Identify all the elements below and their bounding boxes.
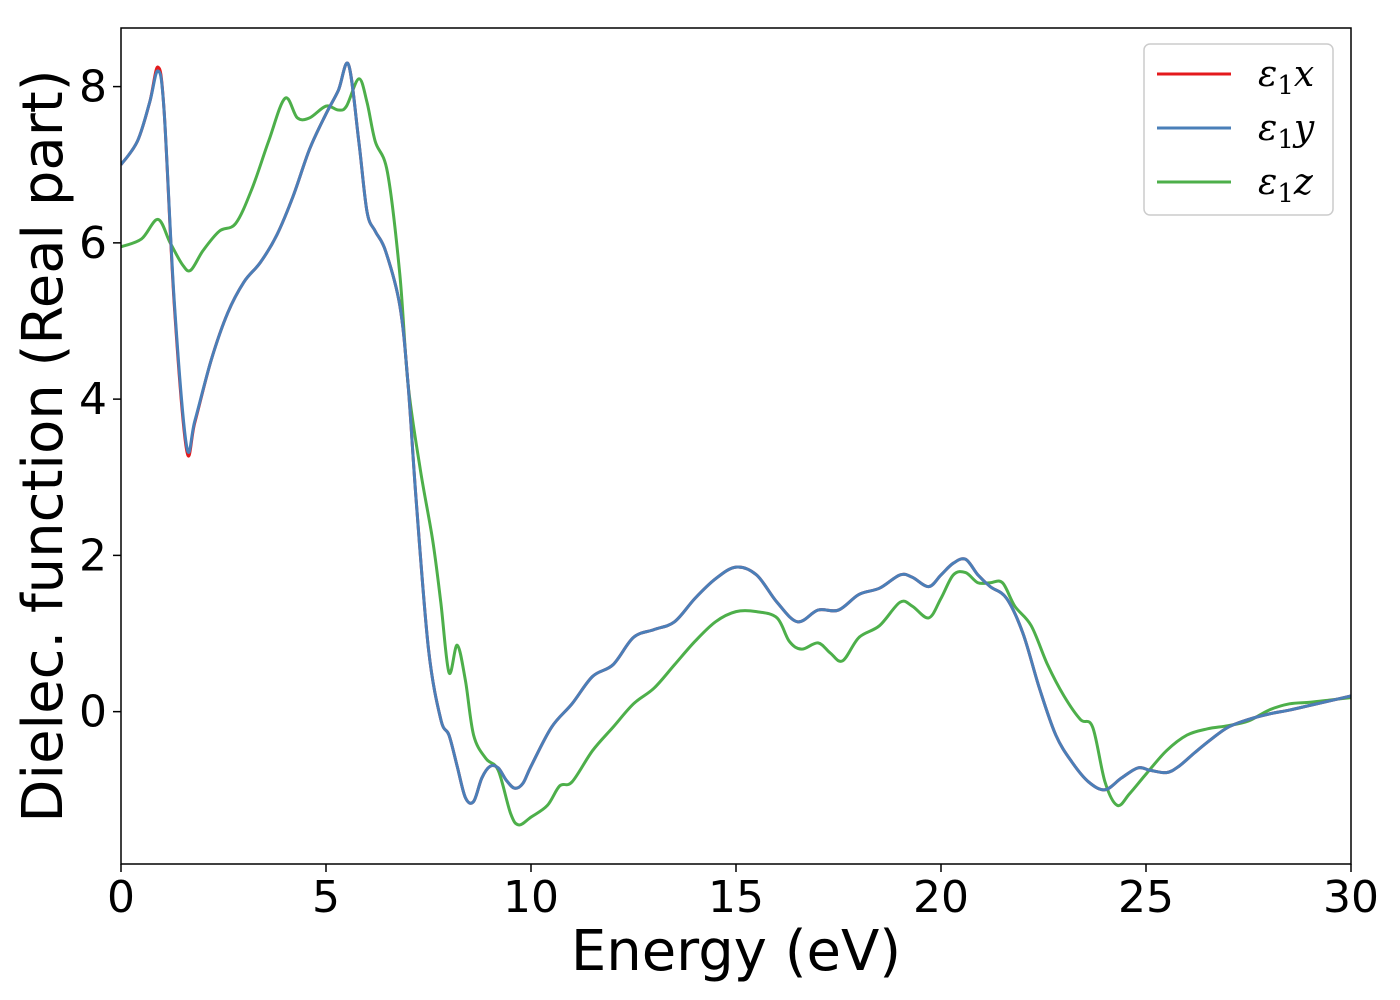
x-axis: 0 5 10 15 20 25 30 — [107, 864, 1379, 923]
legend-label-variable: z — [1293, 162, 1314, 203]
x-tick-label: 5 — [312, 872, 340, 923]
x-tick-label: 15 — [708, 872, 764, 923]
x-tick-label: 20 — [913, 872, 969, 923]
legend-label-subscript: 1 — [1277, 179, 1294, 209]
legend-label-base: ε — [1258, 108, 1277, 149]
legend-label-subscript: 1 — [1277, 71, 1294, 101]
x-axis-label: Energy (eV) — [571, 919, 901, 984]
legend-label-y: ε1y — [1258, 108, 1315, 155]
series-line-z — [121, 77, 1351, 827]
y-axis-label: Dielec. function (Real part) — [11, 69, 76, 822]
y-tick-label: 4 — [79, 374, 107, 425]
y-tick-label: 0 — [79, 687, 107, 738]
y-axis: 0 2 4 6 8 — [79, 62, 121, 738]
x-tick-label: 30 — [1323, 872, 1379, 923]
legend-label-variable: x — [1294, 54, 1314, 95]
y-tick-label: 8 — [79, 62, 107, 113]
y-tick-label: 2 — [79, 530, 107, 581]
legend-label-x: ε1x — [1258, 54, 1314, 101]
legend-label-z: ε1z — [1258, 162, 1314, 209]
legend-label-variable: y — [1292, 108, 1315, 149]
x-tick-label: 25 — [1118, 872, 1174, 923]
series-layer — [121, 61, 1351, 827]
legend-label-subscript: 1 — [1277, 125, 1294, 155]
legend-label-base: ε — [1258, 162, 1277, 203]
x-tick-label: 0 — [107, 872, 135, 923]
y-tick-label: 6 — [79, 218, 107, 269]
series-line-y — [121, 61, 1351, 805]
legend-label-base: ε — [1258, 54, 1277, 95]
legend-box — [1143, 43, 1334, 216]
x-tick-label: 10 — [503, 872, 559, 923]
